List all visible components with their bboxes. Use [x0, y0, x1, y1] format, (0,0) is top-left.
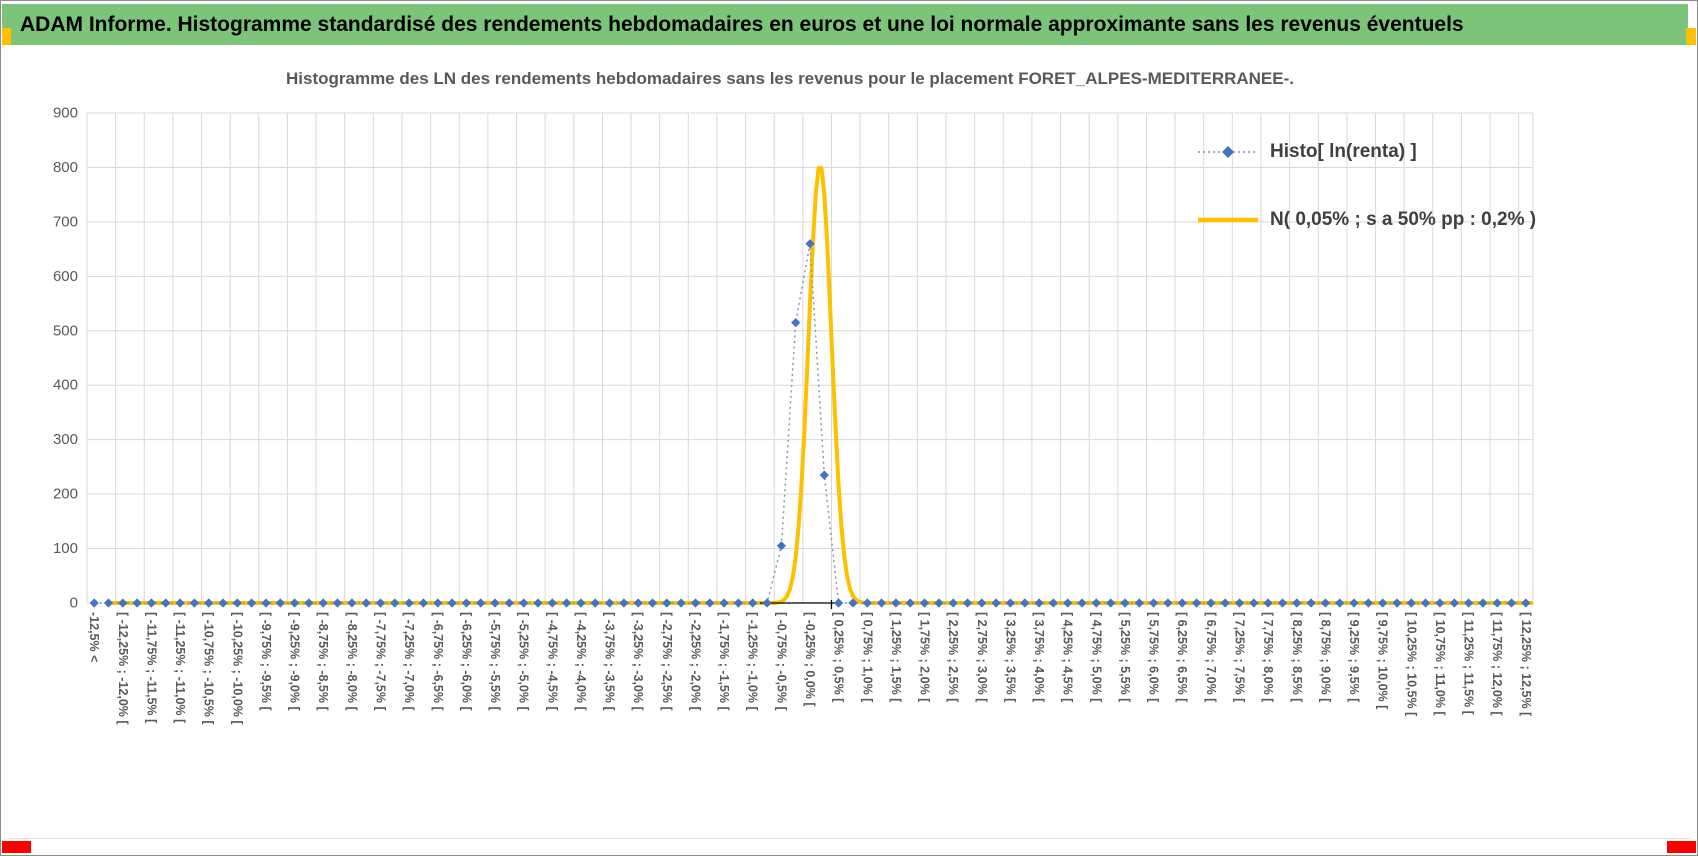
report-title: ADAM Informe. Histogramme standardisé de…: [20, 12, 1464, 36]
svg-text:[ 1,25% ; 1,5% [: [ 1,25% ; 1,5% [: [889, 612, 903, 703]
legend-item-normal-curve[interactable]: N( 0,05% ; s a 50% pp : 0,2% ): [1196, 209, 1536, 231]
svg-text:[ 4,25% ; 4,5% [: [ 4,25% ; 4,5% [: [1061, 612, 1075, 703]
legend-label-normal-curve: N( 0,05% ; s a 50% pp : 0,2% ): [1270, 209, 1537, 230]
svg-text:[ 10,75% ; 11,0% [: [ 10,75% ; 11,0% [: [1433, 612, 1447, 716]
chart-legend: Histo[ ln(renta) ] N( 0,05% ; s a 50% pp…: [1196, 141, 1536, 231]
histogram-series-icon: [1198, 146, 1258, 158]
svg-text:[ 0,75% ; 1,0% [: [ 0,75% ; 1,0% [: [860, 612, 874, 703]
normal-curve-series-icon: [1198, 217, 1258, 223]
svg-text:[ 3,75% ; 4,0% [: [ 3,75% ; 4,0% [: [1032, 612, 1046, 703]
svg-text:[ 8,25% ; 8,5% [: [ 8,25% ; 8,5% [: [1290, 612, 1304, 703]
svg-text:[ 2,25% ; 2,5% [: [ 2,25% ; 2,5% [: [946, 612, 960, 703]
svg-text:[ 6,75% ; 7,0% [: [ 6,75% ; 7,0% [: [1204, 612, 1218, 703]
accent-bar-bottom-right: [1667, 841, 1696, 853]
svg-text:0: 0: [70, 595, 78, 612]
svg-text:[ 1,75% ; 2,0% [: [ 1,75% ; 2,0% [: [918, 612, 932, 703]
svg-text:[ 7,75% ; 8,0% [: [ 7,75% ; 8,0% [: [1261, 612, 1275, 703]
svg-text:[ 12,25% ; 12,5% [: [ 12,25% ; 12,5% [: [1519, 612, 1533, 717]
svg-text:[ -11,25% ; -11,0% [: [ -11,25% ; -11,0% [: [173, 612, 187, 724]
svg-text:200: 200: [53, 486, 78, 503]
svg-text:[ -9,25% ; -9,0% [: [ -9,25% ; -9,0% [: [288, 612, 302, 711]
svg-text:[ 10,25% ; 10,5% [: [ 10,25% ; 10,5% [: [1404, 612, 1418, 717]
svg-text:[ -6,25% ; -6,0% [: [ -6,25% ; -6,0% [: [459, 612, 473, 711]
svg-text:[ 3,25% ; 3,5% [: [ 3,25% ; 3,5% [: [1003, 612, 1017, 703]
svg-text:[ -2,25% ; -2,0% [: [ -2,25% ; -2,0% [: [689, 612, 703, 711]
chart-canvas: 0 100 200 300 400 500 600 700 800 900 -12,5% < [ -1…: [53, 105, 1534, 725]
chart-area[interactable]: Histogramme des LN des rendements hebdom…: [9, 51, 1691, 839]
svg-text:[ 7,25% ; 7,5% [: [ 7,25% ; 7,5% [: [1233, 612, 1247, 703]
svg-text:-12,5% <: -12,5% <: [87, 612, 101, 662]
svg-text:[ 5,25% ; 5,5% [: [ 5,25% ; 5,5% [: [1118, 612, 1132, 703]
svg-text:[ -3,75% ; -3,5% [: [ -3,75% ; -3,5% [: [603, 612, 617, 711]
svg-text:[ 4,75% ; 5,0% [: [ 4,75% ; 5,0% [: [1089, 612, 1103, 703]
svg-text:[ -10,25% ; -10,0% [: [ -10,25% ; -10,0% [: [230, 612, 244, 725]
svg-text:[ -5,75% ; -5,5% [: [ -5,75% ; -5,5% [: [488, 612, 502, 711]
svg-text:[ 11,75% ; 12,0% [: [ 11,75% ; 12,0% [: [1490, 612, 1504, 716]
svg-text:[ 11,25% ; 11,5% [: [ 11,25% ; 11,5% [: [1462, 612, 1476, 716]
svg-text:[ -8,75% ; -8,5% [: [ -8,75% ; -8,5% [: [316, 612, 330, 711]
svg-text:[ -3,25% ; -3,0% [: [ -3,25% ; -3,0% [: [631, 612, 645, 711]
svg-text:[ 2,75% ; 3,0% [: [ 2,75% ; 3,0% [: [975, 612, 989, 703]
svg-text:[ -7,75% ; -7,5% [: [ -7,75% ; -7,5% [: [374, 612, 388, 711]
svg-text:900: 900: [53, 105, 78, 122]
svg-text:[ -11,75% ; -11,5% [: [ -11,75% ; -11,5% [: [144, 612, 158, 724]
accent-square-top-right: [1686, 28, 1696, 45]
chart-title: Histogramme des LN des rendements hebdom…: [286, 69, 1294, 88]
svg-text:[ -10,75% ; -10,5% [: [ -10,75% ; -10,5% [: [202, 612, 216, 725]
legend-label-histogram: Histo[ ln(renta) ]: [1270, 141, 1417, 162]
svg-text:[ 6,25% ; 6,5% [: [ 6,25% ; 6,5% [: [1175, 612, 1189, 703]
report-header-bar: ADAM Informe. Histogramme standardisé de…: [2, 4, 1688, 45]
svg-text:[ -9,75% ; -9,5% [: [ -9,75% ; -9,5% [: [259, 612, 273, 711]
svg-text:[ -4,25% ; -4,0% [: [ -4,25% ; -4,0% [: [574, 612, 588, 711]
svg-text:[ -6,75% ; -6,5% [: [ -6,75% ; -6,5% [: [431, 612, 445, 711]
svg-text:[ -0,75% ; -0,5% [: [ -0,75% ; -0,5% [: [774, 612, 788, 711]
svg-text:[ 9,75% ; 10,0% [: [ 9,75% ; 10,0% [: [1376, 612, 1390, 710]
svg-text:[ -2,75% ; -2,5% [: [ -2,75% ; -2,5% [: [660, 612, 674, 711]
svg-text:[ -12,25% ; -12,0% [: [ -12,25% ; -12,0% [: [116, 612, 130, 725]
svg-text:500: 500: [53, 322, 78, 339]
svg-text:[ -4,75% ; -4,5% [: [ -4,75% ; -4,5% [: [545, 612, 559, 711]
svg-text:[ -0,25% ; 0,0% [: [ -0,25% ; 0,0% [: [803, 612, 817, 707]
legend-item-histogram[interactable]: Histo[ ln(renta) ]: [1196, 141, 1536, 163]
svg-text:800: 800: [53, 159, 78, 176]
svg-text:[ 8,75% ; 9,0% [: [ 8,75% ; 9,0% [: [1318, 612, 1332, 703]
svg-text:300: 300: [53, 431, 78, 448]
svg-text:[ 0,25% ; 0,5% [: [ 0,25% ; 0,5% [: [832, 612, 846, 703]
svg-text:600: 600: [53, 268, 78, 285]
accent-square-top-left: [2, 28, 11, 45]
svg-text:[ 5,75% ; 6,0% [: [ 5,75% ; 6,0% [: [1147, 612, 1161, 703]
svg-text:400: 400: [53, 377, 78, 394]
svg-text:100: 100: [53, 540, 78, 557]
svg-text:[ 9,25% ; 9,5% [: [ 9,25% ; 9,5% [: [1347, 612, 1361, 703]
svg-text:[ -1,25% ; -1,0% [: [ -1,25% ; -1,0% [: [746, 612, 760, 711]
svg-text:[ -1,75% ; -1,5% [: [ -1,75% ; -1,5% [: [717, 612, 731, 711]
svg-text:[ -7,25% ; -7,0% [: [ -7,25% ; -7,0% [: [402, 612, 416, 711]
svg-text:700: 700: [53, 213, 78, 230]
accent-bar-bottom-left: [2, 841, 31, 853]
svg-text:[ -8,25% ; -8,0% [: [ -8,25% ; -8,0% [: [345, 612, 359, 711]
svg-text:[ -5,25% ; -5,0% [: [ -5,25% ; -5,0% [: [517, 612, 531, 711]
